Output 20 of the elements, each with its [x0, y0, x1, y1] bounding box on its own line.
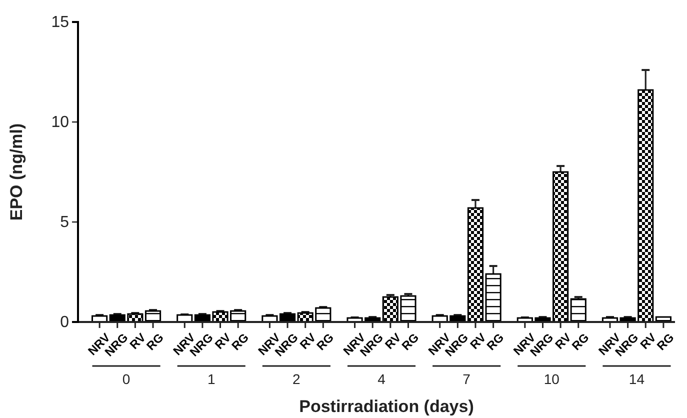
x-axis-title: Postirradiation (days): [299, 397, 474, 416]
x-tick-label: 7: [462, 371, 471, 387]
y-tick-label: 15: [51, 14, 70, 32]
x-tick-label: 14: [628, 371, 645, 387]
text: RG: [228, 330, 252, 354]
text: RG: [314, 330, 336, 354]
y-axis-title: EPO (ng/ml): [7, 123, 26, 221]
y-tick-label: 0: [60, 314, 70, 332]
text: RG: [398, 330, 422, 354]
text: RG: [569, 330, 592, 354]
y-tick-label: 5: [60, 214, 70, 232]
x-tick-label: 4: [378, 371, 386, 387]
x-tick-label: 0: [122, 371, 130, 387]
x-tick-label: 2: [292, 371, 301, 387]
x-tick-label: 1: [207, 371, 216, 387]
text: RG: [144, 330, 166, 354]
text: RG: [484, 330, 507, 354]
text: RG: [654, 330, 677, 354]
x-tick-label: 10: [544, 371, 560, 387]
y-tick-label: 10: [51, 114, 70, 132]
